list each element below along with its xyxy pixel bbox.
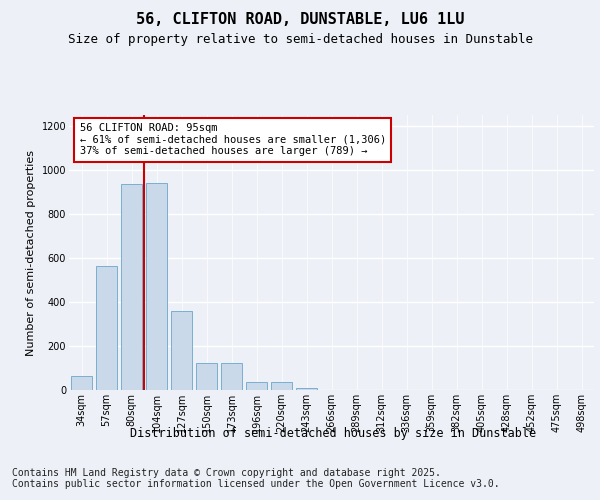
Text: 56 CLIFTON ROAD: 95sqm
← 61% of semi-detached houses are smaller (1,306)
37% of : 56 CLIFTON ROAD: 95sqm ← 61% of semi-det… bbox=[79, 123, 386, 156]
Bar bbox=[121, 184, 142, 390]
Bar bbox=[221, 362, 242, 390]
Bar bbox=[146, 183, 167, 390]
Text: Distribution of semi-detached houses by size in Dunstable: Distribution of semi-detached houses by … bbox=[130, 428, 536, 440]
Bar bbox=[271, 382, 292, 390]
Bar bbox=[296, 388, 317, 390]
Text: 56, CLIFTON ROAD, DUNSTABLE, LU6 1LU: 56, CLIFTON ROAD, DUNSTABLE, LU6 1LU bbox=[136, 12, 464, 28]
Bar bbox=[171, 311, 192, 390]
Bar bbox=[96, 266, 117, 390]
Text: Size of property relative to semi-detached houses in Dunstable: Size of property relative to semi-detach… bbox=[67, 32, 533, 46]
Bar bbox=[246, 382, 267, 390]
Bar bbox=[71, 376, 92, 390]
Bar bbox=[196, 362, 217, 390]
Y-axis label: Number of semi-detached properties: Number of semi-detached properties bbox=[26, 150, 36, 356]
Text: Contains HM Land Registry data © Crown copyright and database right 2025.
Contai: Contains HM Land Registry data © Crown c… bbox=[12, 468, 500, 489]
